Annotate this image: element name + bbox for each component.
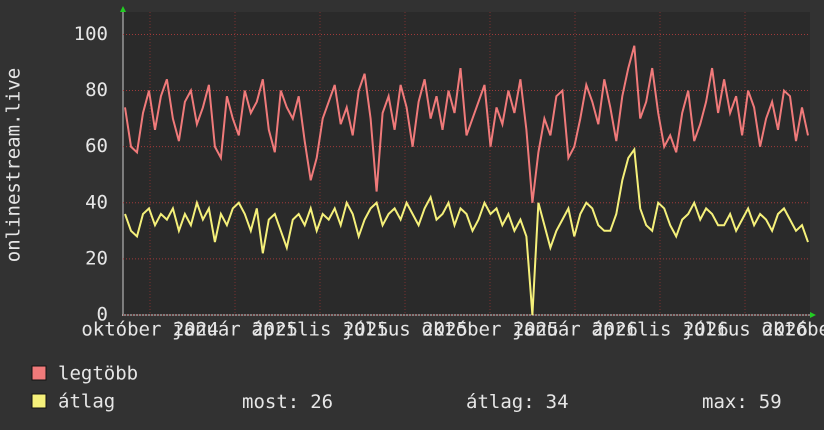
y-tick-label: 80 xyxy=(85,79,108,101)
legend-stat: átlag: 34 xyxy=(466,391,569,413)
x-tick-label: január 2026 xyxy=(512,319,638,341)
stat-value: 34 xyxy=(546,391,569,413)
x-tick-label: április 2025 xyxy=(251,319,388,341)
legend-label: legtöbb xyxy=(58,363,138,385)
data-line xyxy=(124,45,809,203)
x-tick-label: október 2025 xyxy=(421,319,558,341)
legend-swatch xyxy=(31,393,47,409)
legend-swatch xyxy=(31,365,47,381)
y-tick-label: 20 xyxy=(85,247,108,269)
y-tick-label: 0 xyxy=(97,304,108,326)
y-tick-label: 40 xyxy=(85,191,108,213)
x-tick-label: április 2026 xyxy=(591,319,728,341)
data-line xyxy=(124,146,809,316)
plot-area xyxy=(123,12,810,315)
stat-value: 26 xyxy=(310,391,333,413)
stat-label: max: xyxy=(702,391,748,413)
stat-label: most: xyxy=(242,391,299,413)
x-tick-label: január 2025 xyxy=(172,319,298,341)
x-tick-label: október 2024 xyxy=(81,319,218,341)
axis-arrow xyxy=(810,312,816,318)
y-axis-label: onlinestream.live xyxy=(3,68,25,262)
legend-stat: most: 26 xyxy=(242,391,333,413)
legend-stat: max: 59 xyxy=(702,391,782,413)
x-tick-label: július 2025 xyxy=(342,319,468,341)
y-tick-label: 100 xyxy=(74,23,108,45)
axis-arrow xyxy=(120,6,126,12)
stat-label: átlag: xyxy=(466,391,535,413)
x-tick-label: október 2026 xyxy=(761,319,824,341)
stat-value: 59 xyxy=(759,391,782,413)
legend-label: átlag xyxy=(58,391,115,413)
x-tick-label: július 2026 xyxy=(682,319,808,341)
y-tick-label: 60 xyxy=(85,135,108,157)
